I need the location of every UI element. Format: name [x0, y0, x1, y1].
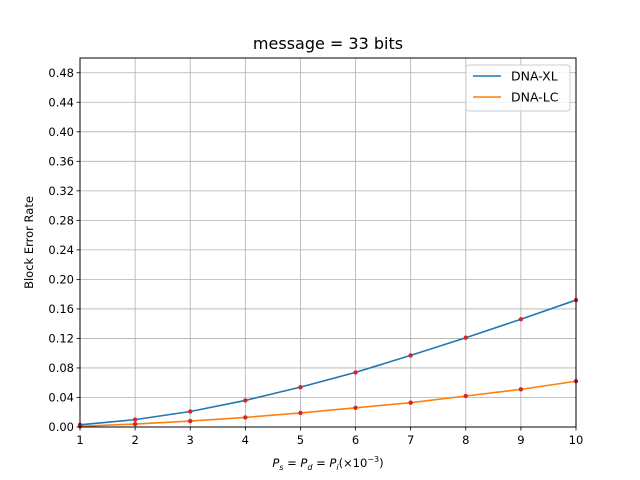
x-tick-label: 10: [569, 433, 584, 447]
x-tick-label: 5: [297, 433, 304, 447]
series-line-dna-xl: [79, 299, 577, 426]
x-tick-label: 2: [131, 433, 138, 447]
data-point-dna-xl: [353, 370, 358, 375]
grid: [79, 58, 577, 428]
y-tick-label: 0.36: [48, 154, 74, 168]
y-tick-label: 0.00: [48, 420, 74, 434]
data-point-dna-xl: [188, 409, 193, 414]
y-tick-label: 0.48: [48, 66, 74, 80]
x-label-ps: P: [272, 456, 279, 470]
y-tick-label: 0.20: [48, 272, 74, 286]
plot-frame: [79, 57, 577, 428]
y-tick-label: 0.24: [48, 243, 74, 257]
x-tick-label: 3: [187, 433, 194, 447]
x-tick-label: 7: [407, 433, 414, 447]
data-point-dna-xl: [243, 398, 248, 403]
data-point-dna-lc: [188, 418, 193, 424]
data-point-dna-lc: [463, 393, 468, 399]
x-label-exp: −3: [367, 455, 379, 464]
x-label-close: ): [379, 456, 384, 470]
x-tick-label: 1: [76, 433, 83, 447]
y-tick-label: 0.32: [48, 184, 74, 198]
x-tick-label: 9: [517, 433, 524, 447]
data-point-dna-lc: [298, 410, 303, 416]
legend-label-dna-lc: DNA-LC: [511, 90, 559, 105]
y-ticks: 0.00 0.04 0.08 0.12 0.16 0.20 0.24 0.28 0.32 0.36…: [48, 66, 80, 434]
data-point-dna-lc: [408, 400, 413, 405]
x-label-eq1: =: [283, 456, 300, 470]
y-tick-label: 0.40: [48, 125, 74, 139]
x-tick-label: 6: [352, 433, 359, 447]
y-tick-label: 0.04: [48, 390, 74, 404]
series-layer: [77, 297, 579, 429]
x-label-pi-sub: i: [336, 463, 339, 472]
x-ticks: 1 2 3 4 5 6 7 8 9 10: [76, 427, 583, 447]
y-tick-label: 0.16: [48, 302, 74, 316]
x-label-eq2: =: [312, 456, 329, 470]
title-group: message = 33 bits: [253, 34, 403, 53]
data-point-dna-lc: [132, 421, 138, 427]
data-point-dna-xl: [408, 353, 413, 358]
y-tick-label: 0.08: [48, 361, 74, 375]
data-point-dna-lc: [243, 415, 248, 420]
y-tick-label: 0.44: [48, 95, 74, 109]
legend: DNA-XL DNA-LC: [465, 64, 571, 112]
x-label-ps-sub: s: [279, 463, 283, 472]
legend-label-dna-xl: DNA-XL: [511, 69, 558, 84]
chart-title: message = 33 bits: [253, 34, 403, 53]
data-point-dna-xl: [518, 317, 524, 322]
data-point-dna-lc: [353, 405, 358, 411]
x-axis-label: Ps = Pd = Pi(×10−3): [272, 455, 383, 472]
data-point-dna-xl: [132, 417, 138, 422]
y-tick-label: 0.12: [48, 331, 74, 345]
series-line-dna-lc: [79, 380, 577, 428]
data-point-dna-xl: [298, 384, 303, 390]
x-tick-label: 8: [462, 433, 469, 447]
data-point-dna-lc: [518, 387, 524, 392]
x-label-pi: P: [329, 456, 336, 470]
x-label-pd: P: [300, 456, 307, 470]
x-label-rest: (×10: [339, 456, 368, 470]
y-tick-label: 0.28: [48, 213, 74, 227]
y-axis-label: Block Error Rate: [22, 196, 36, 289]
x-tick-label: 4: [242, 433, 249, 447]
data-point-dna-xl: [463, 335, 468, 340]
x-label-pd-sub: d: [307, 463, 313, 472]
